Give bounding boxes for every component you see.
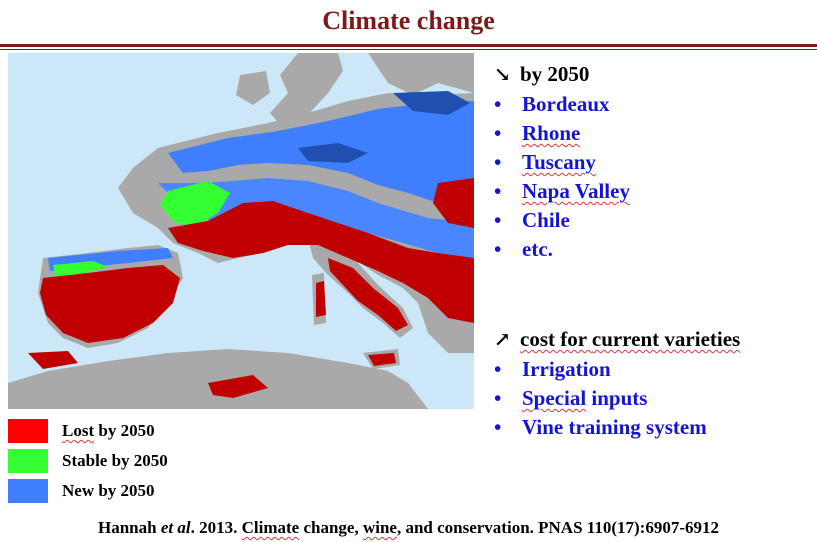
list-item: • Vine training system [494,415,707,439]
decrease-heading: ↘ by 2050 [494,60,630,90]
increase-list: ↗ cost for current varieties • Irrigation … [494,325,740,442]
lost-zone-sardinia [316,281,326,317]
lost-zone-south-central [168,201,474,323]
page-title: Climate change [322,6,495,35]
lost-zone-east [433,178,474,228]
legend-swatch-stable [8,449,48,473]
list-item: • Special inputs [494,386,648,410]
new-zone-dark-north [393,91,470,115]
europe-suitability-map [8,53,474,409]
ireland-landmass [236,71,270,105]
uk-landmass [270,53,343,128]
new-zone-dark-central [298,143,368,163]
title-divider-thin [0,49,817,50]
list-item: • Napa Valley [494,179,630,203]
list-item: • etc. [494,237,553,261]
increase-heading: ↗ cost for current varieties [494,325,740,355]
lost-zone-morocco [28,351,78,369]
lost-zone-iberia [40,265,180,343]
lost-zone-sicily [368,353,396,366]
legend-label-stable: Stable by 2050 [62,451,168,470]
decrease-list: ↘ by 2050 • Bordeaux • Rhone • Tuscany • Napa… [494,60,630,264]
legend-swatch-lost [8,419,48,443]
north-africa-landmass [8,349,428,409]
list-item: • Chile [494,208,570,232]
legend-label-lost: Lost by 2050 [62,421,155,440]
lost-zone-italy [328,258,408,331]
title-divider-thick [0,44,817,47]
lost-zone-north-africa [208,375,268,398]
map-image [8,53,474,409]
list-item: • Tuscany [494,150,596,174]
stable-zone-iberia [53,261,108,277]
stable-zone-france [160,181,230,228]
legend-label-new: New by 2050 [62,481,155,500]
citation: Hannah et al. 2013. Climate change, wine… [98,518,719,537]
arrow-up-right-icon: ↗ [494,329,511,351]
list-item: • Rhone [494,121,581,145]
list-item: • Irrigation [494,357,611,381]
list-item: • Bordeaux [494,92,610,116]
legend-swatch-new [8,479,48,503]
arrow-down-right-icon: ↘ [494,64,511,86]
scandinavia-landmass [368,53,474,95]
